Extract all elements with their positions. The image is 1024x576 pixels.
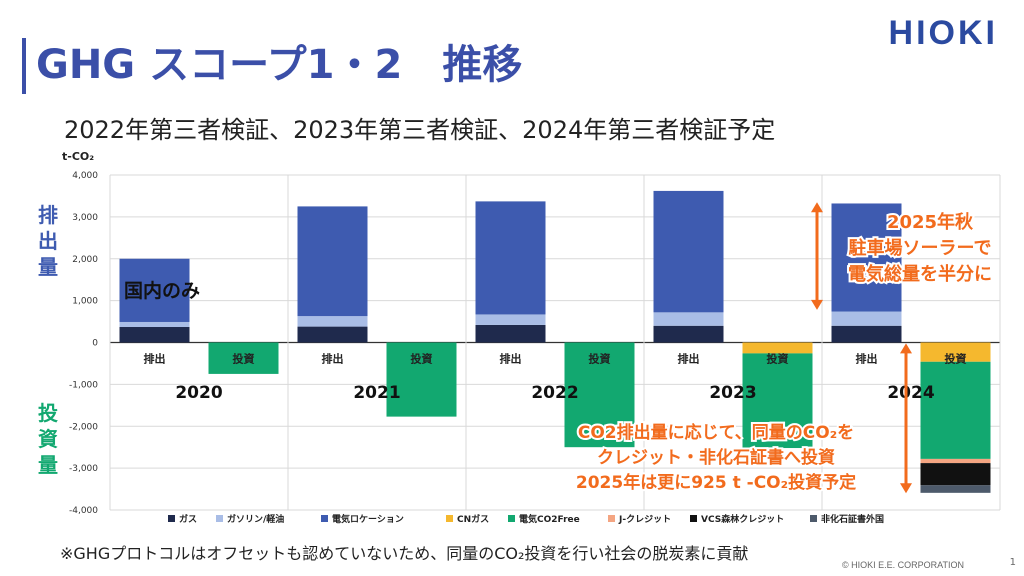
year-label: 2021	[353, 383, 400, 403]
legend-swatch	[446, 515, 453, 522]
annotation-invest-line: クレジット・非化石証書へ投資	[597, 447, 835, 468]
y-tick-label: 2,000	[72, 255, 98, 265]
bar-label-investment: 投資	[767, 352, 789, 366]
bar-label-investment: 投資	[233, 352, 255, 366]
bar-segment	[119, 321, 190, 328]
bar-segment	[920, 458, 991, 464]
invest-arrow-head-top	[900, 343, 912, 354]
bar-segment	[742, 353, 813, 449]
bar-label-investment: 投資	[589, 352, 611, 366]
bar-segment	[475, 201, 546, 315]
y-tick-label: 4,000	[72, 171, 98, 181]
side-label-investment-char: 投	[38, 401, 58, 425]
annotation-invest-line: CO2排出量に応じて、同量のCO₂を	[578, 422, 854, 443]
legend-swatch	[216, 515, 223, 522]
legend-label: CNガス	[457, 513, 489, 525]
annotation-solar-line: 2025年秋	[887, 211, 974, 233]
bar-segment	[742, 342, 813, 354]
annotation-solar-line: 電気総量を半分に	[848, 263, 992, 285]
bar-segment	[920, 361, 991, 459]
side-label-emission-char: 排	[38, 203, 58, 227]
bar-label-emission: 排出	[500, 352, 522, 366]
year-label: 2022	[531, 383, 578, 403]
page-title: GHG スコープ1・2 推移	[36, 42, 523, 88]
legend-swatch	[690, 515, 697, 522]
legend-label: J-クレジット	[618, 514, 671, 525]
copyright: © HIOKI E.E. CORPORATION	[842, 560, 964, 570]
invest-arrow-head-bottom	[900, 483, 912, 494]
legend-swatch	[321, 515, 328, 522]
bar-segment	[920, 485, 991, 493]
bar-segment	[564, 342, 635, 448]
legend-swatch	[608, 515, 615, 522]
bar-segment	[920, 342, 991, 362]
side-label-investment-char: 資	[38, 427, 58, 451]
y-axis-unit: t-CO₂	[62, 150, 94, 163]
annotation-domestic: 国内のみ	[124, 279, 200, 302]
bar-segment	[386, 342, 457, 417]
bar-label-emission: 排出	[678, 352, 700, 366]
bar-label-emission: 排出	[856, 352, 878, 366]
bar-label-emission: 排出	[322, 352, 344, 366]
page-subtitle: 2022年第三者検証、2023年第三者検証、2024年第三者検証予定	[64, 116, 776, 144]
annotation-solar-line: 駐車場ソーラーで	[849, 237, 992, 259]
year-label: 2023	[709, 383, 756, 403]
y-tick-label: -4,000	[69, 506, 98, 516]
legend-swatch	[508, 515, 515, 522]
y-tick-label: -1,000	[69, 380, 98, 390]
bar-label-investment: 投資	[945, 352, 967, 366]
bar-segment	[475, 324, 546, 343]
y-tick-label: 0	[92, 339, 98, 349]
side-label-investment-char: 量	[38, 453, 58, 477]
legend-swatch	[168, 515, 175, 522]
y-tick-label: -2,000	[69, 422, 98, 432]
year-label: 2020	[175, 383, 222, 403]
bar-segment	[208, 342, 279, 374]
legend-label: 非化石証書外国	[821, 513, 884, 525]
annotation-invest-line: 2025年は更に925 t -CO₂投資予定	[576, 472, 856, 493]
side-label-emission-char: 量	[38, 255, 58, 279]
page-number: 1	[1009, 557, 1016, 568]
legend-label: 電気CO2Free	[519, 513, 580, 525]
bar-segment	[831, 311, 902, 326]
y-tick-label: -3,000	[69, 464, 98, 474]
bar-segment	[119, 327, 190, 343]
legend-label: 電気ロケーション	[332, 513, 404, 525]
legend-swatch	[810, 515, 817, 522]
legend-label: ガソリン/軽油	[227, 513, 284, 525]
hioki-logo: HIOKI	[888, 14, 998, 52]
title-accent-bar	[22, 38, 26, 94]
bar-segment	[920, 463, 991, 486]
y-tick-label: 1,000	[72, 297, 98, 307]
bar-segment	[653, 190, 724, 313]
bar-segment	[653, 325, 724, 343]
y-tick-label: 3,000	[72, 213, 98, 223]
bar-segment	[475, 314, 546, 325]
footnote: ※GHGプロトコルはオフセットも認めていないため、同量のCO₂投資を行い社会の脱…	[60, 544, 749, 563]
bar-segment	[831, 325, 902, 343]
solar-arrow-head-top	[811, 202, 823, 213]
bar-segment	[653, 312, 724, 326]
side-label-emission-char: 出	[38, 229, 58, 253]
year-label: 2024	[887, 383, 934, 403]
solar-arrow-head-bottom	[811, 299, 823, 310]
bar-segment	[297, 206, 368, 317]
bar-label-emission: 排出	[144, 352, 166, 366]
legend-label: VCS森林クレジット	[701, 513, 784, 525]
bar-segment	[831, 203, 902, 312]
bar-label-investment: 投資	[411, 352, 433, 366]
bar-segment	[297, 326, 368, 343]
bar-segment	[297, 316, 368, 327]
bar-segment	[119, 258, 190, 322]
legend-label: ガス	[179, 513, 197, 525]
